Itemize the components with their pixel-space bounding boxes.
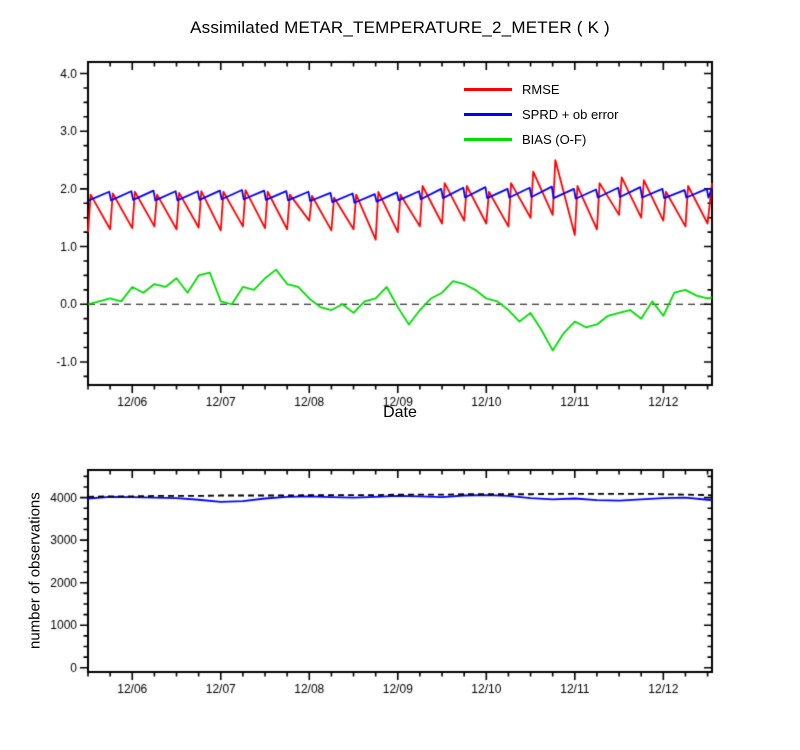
x-axis-label: Date xyxy=(383,404,417,421)
legend-row: BIAS (O-F) xyxy=(464,127,618,152)
legend-label: SPRD + ob error xyxy=(522,107,619,122)
legend-swatch xyxy=(464,138,512,141)
legend-row: RMSE xyxy=(464,77,618,102)
legend-swatch xyxy=(464,113,512,116)
legend-label: BIAS (O-F) xyxy=(522,132,587,147)
legend-row: SPRD + ob error xyxy=(464,102,618,127)
legend-label: RMSE xyxy=(522,82,560,97)
y-axis-label-observations: number of observations xyxy=(26,492,44,650)
legend-swatch xyxy=(464,88,512,91)
chart-title: Assimilated METAR_TEMPERATURE_2_METER ( … xyxy=(190,18,610,37)
legend: RMSE SPRD + ob error BIAS (O-F) xyxy=(464,77,618,152)
